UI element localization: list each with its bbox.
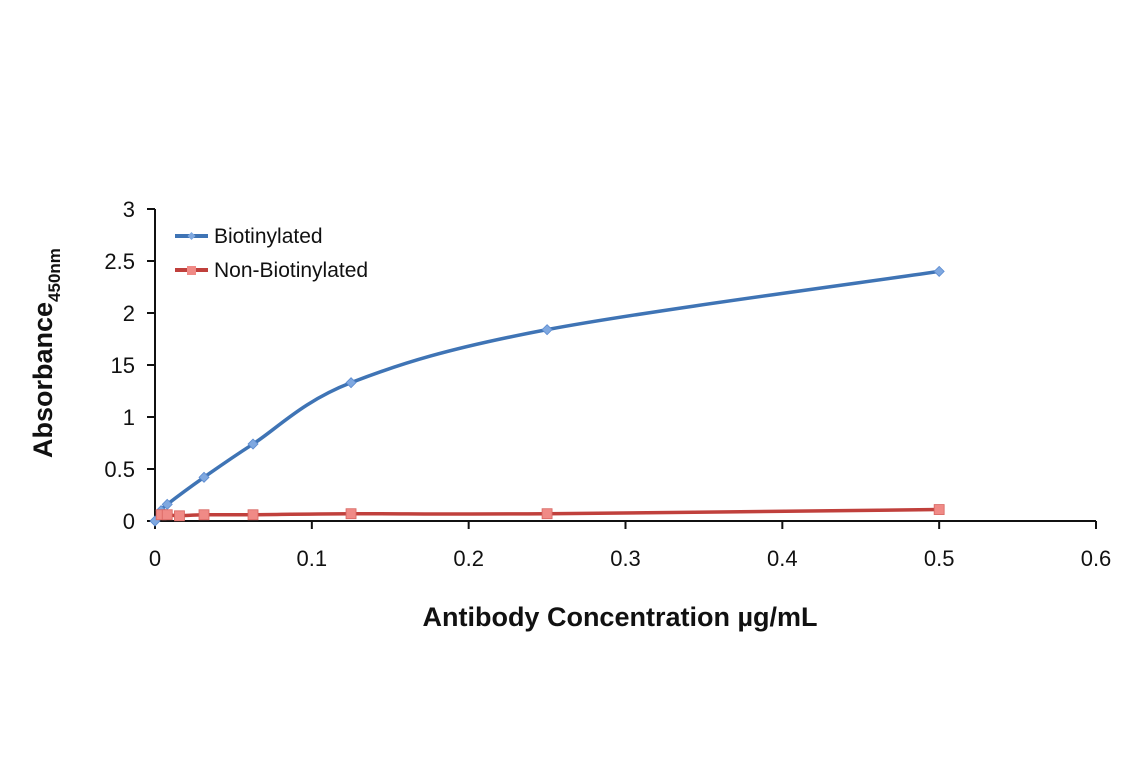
y-tick-label: 1 xyxy=(123,405,135,430)
x-tick-label: 0.6 xyxy=(1081,546,1112,571)
legend-label-biotinylated: Biotinylated xyxy=(214,225,323,248)
x-ticks: 0 0.1 0.2 0.3 0.4 0.5 0.6 xyxy=(149,521,1111,571)
x-tick-label: 0 xyxy=(149,546,161,571)
legend: Biotinylated Non-Biotinylated xyxy=(175,225,368,282)
y-axis-label-subscript: 450nm xyxy=(45,248,64,302)
y-tick-label: 0.5 xyxy=(104,457,135,482)
x-tick-label: 0.3 xyxy=(610,546,641,571)
x-tick-label: 0.5 xyxy=(924,546,955,571)
data-point-biotinylated xyxy=(345,377,357,389)
y-axis-label-main: Absorbance xyxy=(28,302,58,458)
data-point-non-biotinylated xyxy=(198,509,210,521)
series-group xyxy=(149,265,945,527)
y-tick-label: 15 xyxy=(111,353,135,378)
data-point-biotinylated xyxy=(247,438,259,450)
legend-marker-non-biotinylated xyxy=(187,266,196,275)
y-tick-label: 0 xyxy=(123,509,135,534)
data-point-non-biotinylated xyxy=(161,509,173,521)
data-point-biotinylated xyxy=(198,471,210,483)
y-tick-label: 2 xyxy=(123,301,135,326)
y-tick-label: 2.5 xyxy=(104,249,135,274)
data-point-non-biotinylated xyxy=(933,504,945,515)
axes xyxy=(154,209,1096,522)
data-point-non-biotinylated xyxy=(541,508,553,520)
legend-label-non-biotinylated: Non-Biotinylated xyxy=(214,259,368,282)
x-tick-label: 0.4 xyxy=(767,546,798,571)
x-tick-label: 0.1 xyxy=(297,546,328,571)
data-point-non-biotinylated xyxy=(247,509,259,521)
y-axis-label: Absorbance450nm xyxy=(28,248,64,458)
data-point-non-biotinylated xyxy=(174,510,185,522)
y-ticks: 0 0.5 1 15 2 2.5 3 xyxy=(104,197,155,534)
data-point-biotinylated xyxy=(933,265,945,277)
x-axis-label: Antibody Concentration µg/mL xyxy=(422,602,817,632)
data-point-non-biotinylated xyxy=(345,508,357,520)
legend-marker-biotinylated xyxy=(187,232,196,240)
data-point-biotinylated xyxy=(541,324,553,336)
y-tick-label: 3 xyxy=(123,197,135,222)
data-point-biotinylated xyxy=(161,498,173,510)
series-line-biotinylated xyxy=(153,269,940,522)
x-tick-label: 0.2 xyxy=(453,546,484,571)
